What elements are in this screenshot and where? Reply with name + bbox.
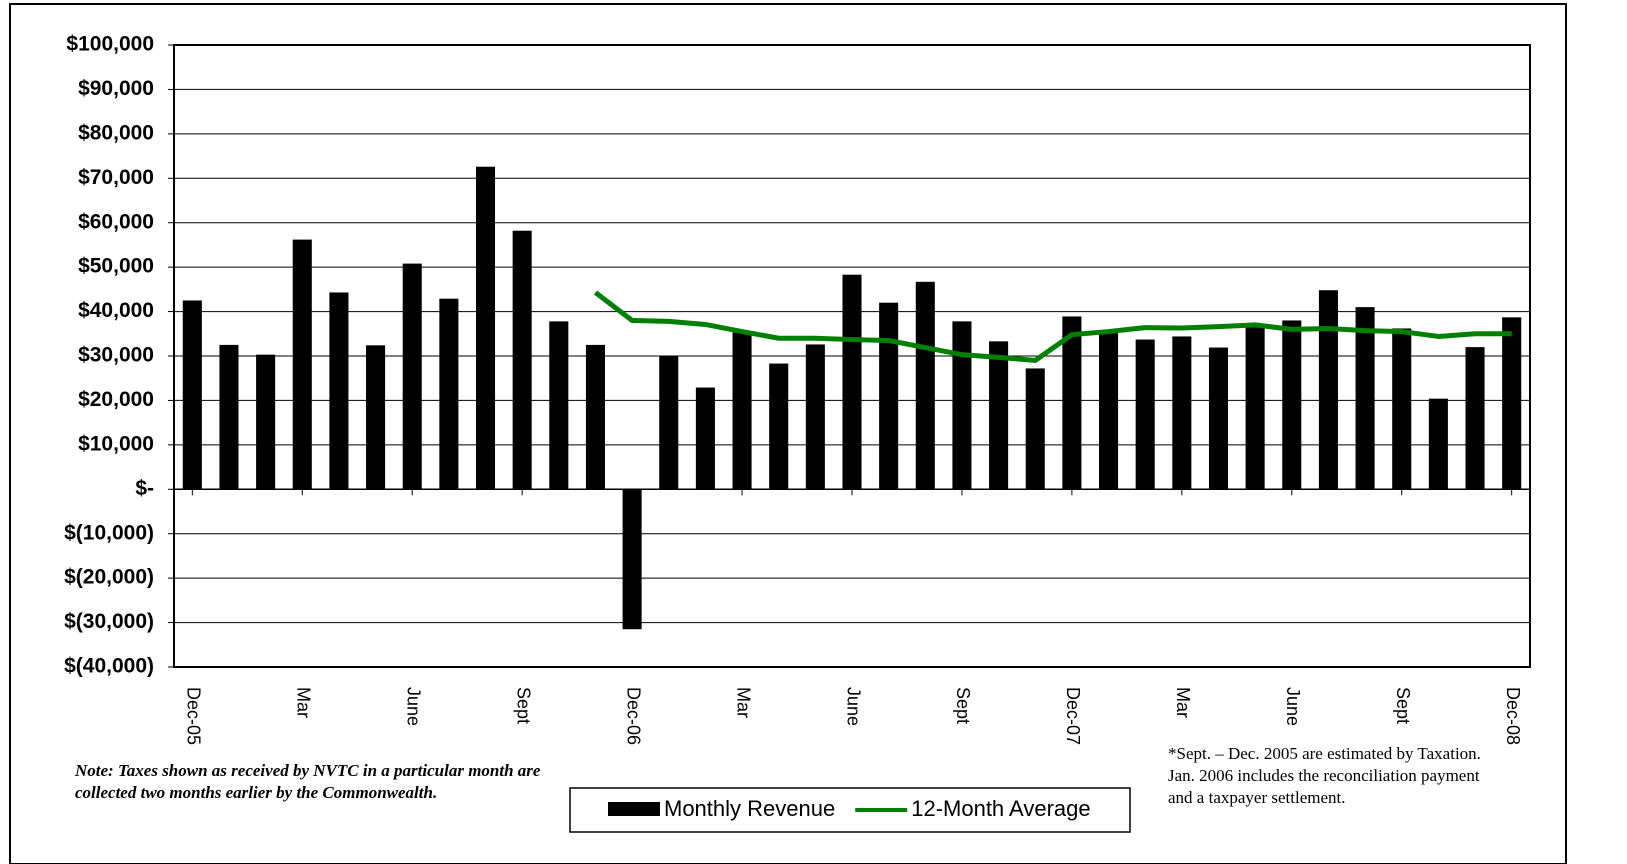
bar — [952, 321, 972, 490]
bar — [1062, 316, 1082, 490]
x-tick-label: Sept — [513, 687, 533, 724]
bar — [695, 387, 715, 490]
bar — [1465, 347, 1485, 490]
y-tick-label: $70,000 — [78, 166, 154, 189]
bar — [402, 263, 422, 490]
bar — [1355, 307, 1375, 490]
x-tick-label: Dec-08 — [1503, 687, 1523, 745]
bar — [512, 230, 532, 490]
bar — [475, 166, 496, 490]
note: Note: Taxes shown as received by NVTC in… — [75, 761, 541, 802]
y-tick-label: $100,000 — [66, 33, 154, 56]
bar — [256, 354, 276, 490]
y-tick-label: $60,000 — [78, 210, 154, 233]
legend: Monthly Revenue 12-Month Average — [569, 787, 1131, 833]
legend-label: Monthly Revenue — [664, 796, 835, 821]
bar — [366, 345, 386, 490]
y-tick-label: $90,000 — [78, 77, 154, 100]
bar — [879, 302, 899, 490]
y-tick-label: $(30,000) — [64, 610, 154, 633]
bar — [1172, 336, 1192, 490]
bar — [329, 292, 349, 490]
bar — [1135, 339, 1155, 490]
y-tick-label: $- — [135, 477, 154, 500]
bar — [842, 274, 862, 490]
bar — [1502, 317, 1522, 490]
bar — [1245, 326, 1265, 490]
x-tick-label: Mar — [1173, 687, 1193, 718]
frame — [9, 3, 1567, 864]
bar — [1392, 328, 1412, 490]
y-tick-label: $50,000 — [78, 255, 154, 278]
x-tick-label: June — [843, 687, 863, 726]
plot-border — [173, 44, 1531, 668]
y-tick-label: $(20,000) — [64, 566, 154, 589]
bar — [769, 363, 789, 490]
bar — [915, 281, 935, 490]
x-tick-label: Sept — [1393, 687, 1413, 724]
x-tick-label: June — [403, 687, 423, 726]
x-tick-label: Dec-06 — [623, 687, 643, 745]
x-tick-label: Dec-07 — [1063, 687, 1083, 745]
x-tick-label: Dec-05 — [184, 687, 204, 745]
x-tick-label: June — [1283, 687, 1303, 726]
y-tick-label: $10,000 — [78, 432, 154, 455]
y-tick-label: $20,000 — [78, 388, 154, 411]
bar — [585, 344, 605, 490]
line — [593, 290, 1512, 363]
bar — [1282, 320, 1302, 490]
bar — [1099, 330, 1119, 490]
legend-swatch — [608, 802, 660, 816]
bar — [989, 341, 1009, 490]
y-tick-label: $40,000 — [78, 299, 154, 322]
legend-label: 12-Month Average — [911, 796, 1090, 821]
y-tick-label: $(10,000) — [64, 521, 154, 544]
y-tick-label: $80,000 — [78, 121, 154, 144]
bar — [549, 321, 569, 490]
bar — [1428, 398, 1448, 490]
x-tick-label: Sept — [953, 687, 973, 724]
note: *Sept. – Dec. 2005 are estimated by Taxa… — [1168, 744, 1481, 807]
bar — [1318, 290, 1338, 490]
bar — [659, 356, 679, 490]
bar — [1208, 347, 1229, 490]
bar — [439, 298, 459, 490]
x-tick-label: Mar — [733, 687, 753, 718]
bar — [805, 344, 825, 490]
y-tick-label: $30,000 — [78, 344, 154, 367]
bar — [1025, 368, 1045, 490]
x-tick-label: Mar — [294, 687, 314, 718]
bar — [182, 300, 202, 490]
bar — [292, 239, 312, 490]
bar — [622, 489, 642, 630]
bar — [732, 332, 752, 490]
legend-box — [569, 787, 1131, 833]
y-tick-label: $(40,000) — [64, 655, 154, 678]
bar — [219, 344, 239, 490]
